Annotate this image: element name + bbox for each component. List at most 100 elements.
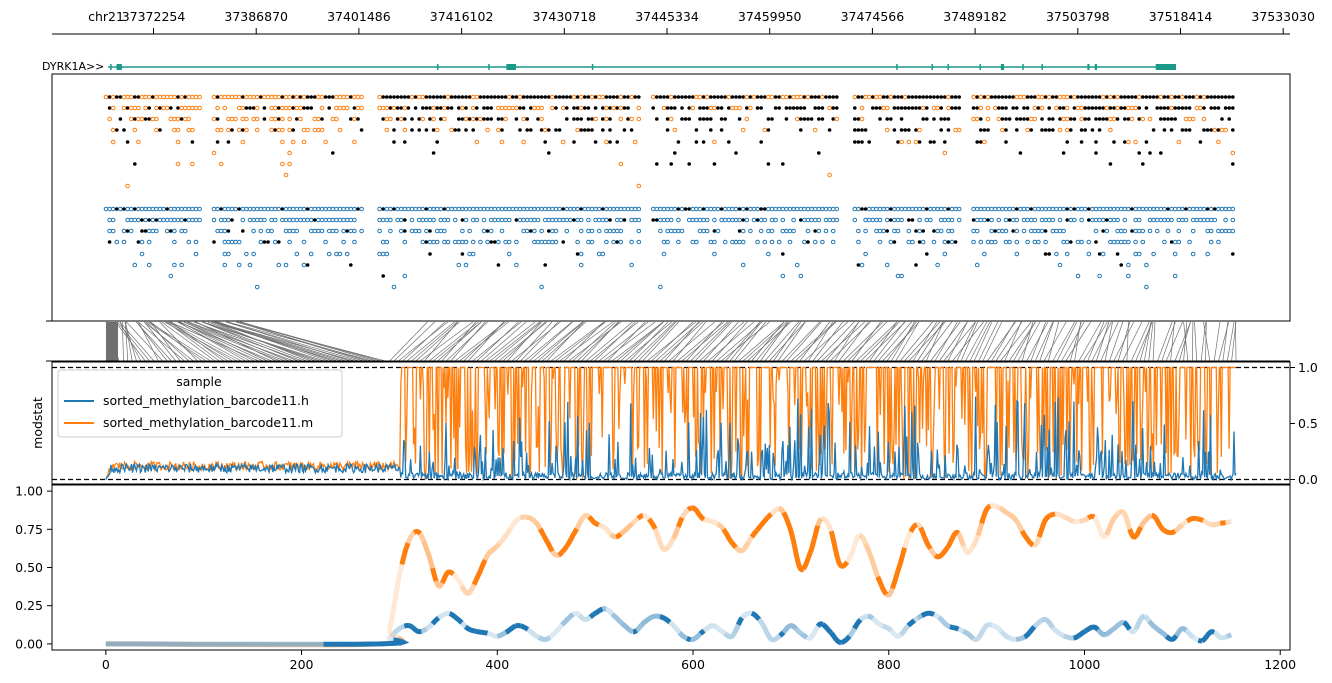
read-call-m [812,127,818,133]
read-call-unmod [529,95,533,99]
read-call-unmod [1112,95,1116,99]
smooth-yticks: 0.000.250.500.751.00 [15,484,52,651]
smooth-line-m [961,544,976,555]
read-call-unmod [442,207,447,211]
read-call-h [1057,217,1063,223]
read-call-unmod [759,106,763,110]
read-call-h [193,239,199,245]
read-call-unmod [950,95,954,99]
read-call-unmod [309,106,314,110]
read-call-unmod [1004,140,1008,144]
read-call-h [384,239,390,245]
read-call-unmod [712,162,717,166]
mapping-line [1017,321,1041,362]
read-call-unmod [971,218,976,222]
mapping-line [816,321,855,362]
read-call-unmod [133,162,137,166]
smooth-line-m [647,517,658,530]
read-call-unmod [680,106,684,110]
smooth-line-h [847,627,857,638]
read-call-h [323,239,328,245]
read-call-unmod [665,106,670,110]
read-call-h [1154,228,1160,234]
read-call-unmod [1169,240,1174,244]
read-call-unmod [712,95,717,99]
read-call-unmod [1090,95,1095,99]
read-call-unmod [1087,117,1091,121]
read-call-unmod [352,106,357,110]
read-call-m [254,116,260,122]
read-call-unmod [608,140,612,144]
read-call-unmod [388,95,393,99]
read-call-unmod [435,140,440,144]
read-call-unmod [547,229,551,233]
read-call-m [172,94,177,100]
read-call-unmod [683,207,688,211]
mapping-line [148,321,211,362]
read-call-m [344,105,350,111]
read-call-unmod [248,106,252,110]
read-call-m [1201,116,1207,122]
read-call-unmod [1043,95,1048,99]
read-call-unmod [709,117,713,121]
read-call-unmod [143,117,148,121]
read-call-m [359,94,364,100]
read-call-unmod [1227,106,1231,110]
smooth-line-m [439,569,455,585]
read-call-unmod [1004,128,1008,132]
read-call-unmod [305,207,310,211]
read-call-m [128,94,134,100]
smooth-line-h [702,623,717,633]
read-call-unmod [1184,106,1188,110]
mapping-line [864,321,906,362]
read-call-unmod [1177,95,1181,99]
read-call-unmod [633,95,637,99]
read-call-unmod [608,117,612,121]
mapping-line [790,321,836,362]
read-call-h [780,217,786,223]
read-call-unmod [1047,252,1051,256]
read-call-unmod [1184,128,1188,132]
smooth-line-m [494,541,502,550]
read-call-m [899,139,904,145]
read-call-unmod [701,140,706,144]
read-call-h [668,217,674,223]
read-call-m [884,105,890,111]
read-call-unmod [899,95,904,99]
mapping-line [629,321,669,362]
read-call-m [978,105,984,111]
smooth-line-h [1143,614,1152,623]
read-call-m [103,94,109,100]
read-call-unmod [345,229,350,233]
read-call-m [1057,127,1063,133]
read-call-unmod [349,95,353,99]
read-call-unmod [853,117,857,121]
read-call-m [1158,94,1164,100]
read-call-h [863,251,868,257]
read-call-m [982,139,987,145]
read-call-m [1140,116,1146,122]
read-call-h [186,239,192,245]
read-call-h [416,228,422,234]
read-call-unmod [464,95,468,99]
read-call-unmod [953,240,958,244]
read-call-unmod [799,128,803,132]
read-call-h [110,217,116,223]
read-call-h [172,262,177,268]
read-call-unmod [1022,106,1026,110]
mapping-line [437,321,482,362]
smooth-line-h [486,630,498,639]
read-call-h [1180,206,1185,212]
read-call-m [1147,116,1153,122]
read-call-m [211,94,217,100]
mapping-line [476,321,519,362]
mapping-line [1222,321,1229,362]
read-call-unmod [910,95,915,99]
smooth-line-m [815,517,824,527]
read-call-h [564,228,570,234]
read-call-unmod [291,95,296,99]
read-call-m [1115,94,1120,100]
read-call-h [989,217,994,223]
smooth-line-h [1073,633,1080,641]
